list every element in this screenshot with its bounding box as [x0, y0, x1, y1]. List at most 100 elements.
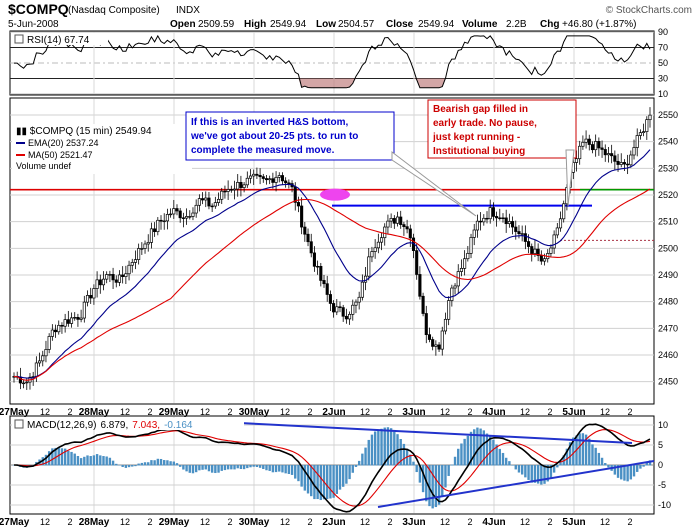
- macd-hist-bar: [147, 462, 150, 466]
- candle-body: [590, 144, 595, 151]
- macd-hist-bar: [613, 465, 617, 475]
- macd-hist-bar: [252, 465, 255, 467]
- x-axis-label: 29May: [159, 407, 190, 418]
- candle-body: [536, 248, 540, 256]
- macd-hist-bar: [645, 462, 649, 466]
- x-axis-label: 12: [120, 407, 130, 417]
- macd-hist-bar: [220, 465, 223, 471]
- macd-upper-trendline: [239, 422, 633, 444]
- macd-hist-bar: [57, 447, 60, 466]
- candle-body: [335, 306, 339, 313]
- macd-hist-bar: [338, 465, 342, 490]
- candle-body: [443, 318, 448, 332]
- chg-label: Chg: [540, 19, 559, 30]
- ma50-line: [13, 188, 651, 381]
- x-axis-label: 12: [40, 407, 50, 417]
- macd-hist-bar: [201, 465, 204, 470]
- macd-hist-bar: [466, 435, 470, 466]
- macd-hist-bar: [399, 439, 402, 466]
- candle-body: [533, 248, 537, 254]
- macd-hist-bar: [246, 465, 249, 469]
- macd-hist-bar: [648, 460, 652, 466]
- macd-hist-bar: [354, 465, 358, 467]
- x-axis-label: 2: [627, 407, 632, 417]
- candle-body: [162, 220, 166, 223]
- macd-hist-bar: [616, 465, 620, 478]
- candle-body: [402, 224, 406, 228]
- symbol-name: (Nasdaq Composite): [68, 5, 160, 16]
- candle-body: [303, 226, 307, 235]
- macd-hist-bar: [447, 465, 450, 476]
- macd-hist-bar: [92, 455, 96, 466]
- gap-highlight-ellipse: [320, 188, 350, 201]
- candle-body: [367, 256, 371, 277]
- candle-body: [245, 177, 249, 186]
- candle-body: [613, 155, 617, 162]
- macd-hist-bar: [527, 465, 530, 480]
- macd-label: MACD(12,26,9) 6.879, 7.043, -0.164: [27, 420, 193, 431]
- macd-hist-bar: [121, 465, 124, 468]
- candle-body: [581, 141, 585, 147]
- candle-body: [469, 237, 473, 254]
- macd-hist-bar: [153, 460, 156, 466]
- candle-body: [181, 217, 185, 219]
- candle-body: [584, 138, 588, 143]
- candle-body: [642, 131, 646, 133]
- candle-body: [124, 273, 128, 277]
- macd-hist-bar: [367, 439, 370, 466]
- candle-body: [638, 132, 642, 136]
- price-tick-label: 2500: [658, 243, 678, 253]
- candle-body: [504, 217, 508, 225]
- macd-hist-bar: [169, 461, 172, 466]
- candle-body: [501, 217, 505, 220]
- candle-body: [606, 153, 611, 156]
- macd-hist-bar: [441, 465, 444, 497]
- candle-body: [194, 204, 198, 214]
- note-gap-pointer: [565, 149, 575, 207]
- macd-hist-value: -0.164: [164, 420, 193, 431]
- candle-body: [552, 234, 556, 249]
- macd-hist-bar: [131, 465, 134, 467]
- macd-tick-label: 10: [658, 420, 668, 430]
- candle-body: [555, 227, 559, 236]
- candle-body: [89, 295, 93, 299]
- macd-hist-bar: [83, 456, 86, 466]
- candle-body: [137, 248, 141, 260]
- macd-hist-bar: [76, 456, 80, 466]
- candle-body: [344, 315, 348, 320]
- candle-body: [312, 252, 316, 267]
- candle-body: [316, 265, 320, 268]
- macd-tick-label: -10: [658, 500, 671, 510]
- candle-body: [169, 213, 173, 216]
- rsi-tick-label: 70: [658, 43, 668, 53]
- candle-body: [223, 190, 227, 193]
- candle-body: [140, 248, 144, 250]
- macd-hist-bar: [127, 465, 131, 468]
- price-tick-label: 2480: [658, 297, 678, 307]
- candle-body: [111, 274, 115, 281]
- x-axis-label: 12: [360, 407, 370, 417]
- candle-body: [472, 229, 476, 238]
- rsi-label: RSI(14) 67.74: [27, 35, 90, 46]
- macd-hist-bar: [501, 452, 505, 466]
- candle-body: [463, 258, 467, 269]
- macd-hist-bar: [274, 465, 278, 473]
- note-gap-line4: Institutional buying: [433, 146, 525, 157]
- candle-body: [626, 163, 630, 166]
- macd-hist-bar: [431, 465, 434, 509]
- macd-hist-bar: [188, 465, 191, 473]
- candle-body: [261, 176, 265, 179]
- candle-body: [629, 154, 633, 166]
- macd-hist-bar: [345, 465, 348, 484]
- candle-body: [562, 203, 566, 220]
- macd-hist-bar: [364, 447, 367, 466]
- x-axis-label: 2Jun: [322, 407, 345, 418]
- macd-hist-bar: [504, 457, 508, 466]
- high-label: High: [244, 19, 266, 30]
- note-gap-line3: just kept running -: [432, 132, 520, 143]
- macd-hist-bar: [124, 465, 128, 468]
- candle-body: [527, 241, 531, 247]
- watermark: © StockCharts.com: [606, 5, 692, 16]
- macd-hist-bar: [60, 448, 64, 466]
